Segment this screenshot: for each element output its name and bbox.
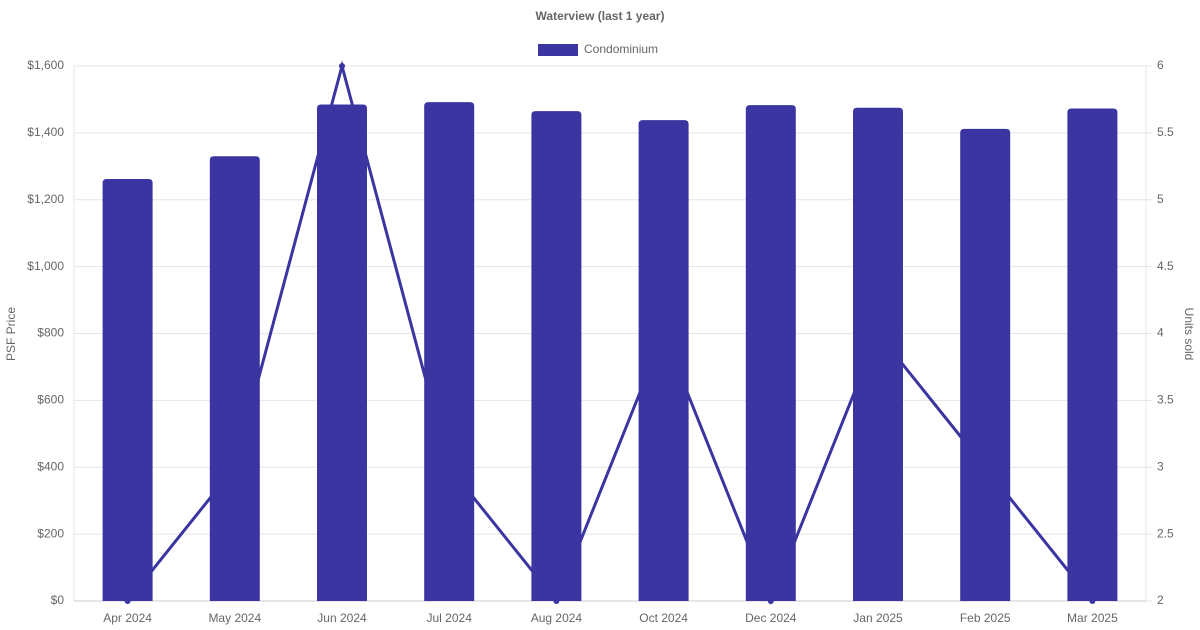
y-tick-label: $1,400 — [27, 125, 64, 139]
x-tick-label: Mar 2025 — [1067, 611, 1118, 625]
y-tick-label: $1,000 — [27, 259, 64, 273]
y2-tick-label: 3 — [1157, 459, 1164, 473]
bar — [1067, 108, 1118, 601]
y2-tick-label: 4.5 — [1157, 259, 1174, 273]
bar — [745, 105, 796, 601]
x-tick-label: Jun 2024 — [317, 611, 367, 625]
y-axis-title: PSF Price — [4, 307, 18, 361]
y-tick-label: $400 — [37, 459, 64, 473]
bar — [960, 128, 1011, 602]
x-tick-label: Jan 2025 — [853, 611, 903, 625]
x-tick-label: Jul 2024 — [427, 611, 473, 625]
line-point — [339, 63, 345, 69]
legend-swatch — [538, 44, 578, 56]
x-tick-label: May 2024 — [208, 611, 261, 625]
x-tick-label: Oct 2024 — [639, 611, 688, 625]
bar — [102, 179, 153, 602]
y2-tick-label: 3.5 — [1157, 393, 1174, 407]
x-tick-label: Feb 2025 — [960, 611, 1011, 625]
x-tick-label: Aug 2024 — [531, 611, 583, 625]
bar — [317, 104, 367, 601]
y2-tick-label: 2.5 — [1157, 526, 1174, 540]
y-tick-label: $600 — [37, 393, 64, 407]
bar — [853, 107, 903, 601]
bar — [424, 102, 475, 602]
y2-tick-label: 4 — [1157, 326, 1164, 340]
y-tick-label: $1,200 — [27, 192, 64, 206]
line — [126, 60, 1094, 606]
y-tick-label: $1,600 — [27, 58, 64, 72]
bar — [638, 120, 689, 601]
y2-tick-label: 5.5 — [1157, 125, 1174, 139]
y-tick-label: $200 — [37, 526, 64, 540]
y-tick-label: $800 — [37, 326, 64, 340]
bar — [531, 111, 582, 601]
y2-tick-label: 2 — [1157, 593, 1164, 607]
y2-tick-label: 6 — [1157, 58, 1164, 72]
x-tick-label: Apr 2024 — [103, 611, 152, 625]
y-tick-label: $0 — [51, 593, 65, 607]
bar — [209, 156, 260, 601]
legend-label: Condominium — [584, 42, 658, 56]
y2-tick-label: 5 — [1157, 192, 1164, 206]
y2-axis-title: Units sold — [1182, 308, 1196, 361]
chart-title: Waterview (last 1 year) — [536, 9, 665, 23]
x-tick-label: Dec 2024 — [745, 611, 797, 625]
